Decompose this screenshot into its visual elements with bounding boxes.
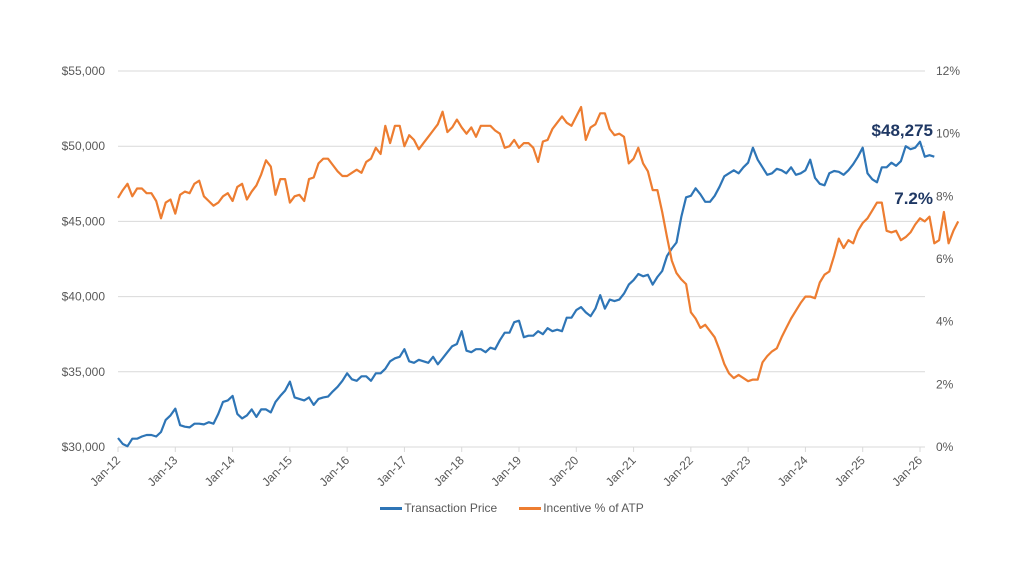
x-tick-label: Jan-13: [145, 453, 181, 489]
left-tick-label: $45,000: [62, 214, 106, 228]
left-tick-label: $35,000: [62, 365, 106, 379]
left-tick-label: $30,000: [62, 440, 106, 454]
right-tick-label: 6%: [936, 252, 954, 266]
legend-swatch-transaction-price: [380, 506, 403, 510]
x-tick-label: Jan-20: [546, 453, 582, 489]
x-tick-label: Jan-21: [603, 453, 639, 489]
x-tick-label: Jan-24: [775, 453, 811, 489]
right-tick-label: 8%: [936, 189, 954, 203]
x-tick-label: Jan-19: [488, 453, 524, 489]
gridlines: [118, 70, 925, 448]
right-tick-label: 10%: [936, 127, 960, 141]
x-tick-label: Jan-17: [374, 453, 410, 489]
x-tick-label: Jan-22: [660, 453, 696, 489]
legend-label-incentive: Incentive % of ATP: [543, 501, 644, 515]
x-tick-label: Jan-16: [316, 453, 352, 489]
left-tick-label: $40,000: [62, 290, 106, 304]
legend: Transaction Price Incentive % of ATP: [0, 501, 1024, 515]
left-tick-label: $55,000: [62, 64, 106, 78]
dual-axis-line-chart: $30,000 $35,000 $40,000 $45,000 $50,000 $55,0…: [62, 64, 961, 489]
transaction-price-line: [117, 140, 935, 448]
x-tick-label: Jan-26: [889, 453, 925, 489]
x-tick-label: Jan-18: [431, 453, 467, 489]
right-axis-ticks: 0% 2% 4% 6% 8% 10% 12%: [936, 64, 960, 454]
x-tick-label: Jan-12: [87, 453, 123, 489]
legend-item-transaction-price[interactable]: Transaction Price: [380, 501, 497, 515]
right-tick-label: 2%: [936, 377, 954, 391]
x-axis: Jan-12 Jan-13 Jan-14 Jan-15 Jan-16 Jan-17 Jan-…: [87, 447, 925, 489]
x-tick-label: Jan-14: [202, 453, 238, 489]
x-tick-label: Jan-23: [717, 453, 753, 489]
legend-label-transaction-price: Transaction Price: [404, 501, 498, 515]
incentive-callout-label: 7.2%: [894, 189, 933, 208]
legend-swatch-incentive: [519, 506, 542, 510]
legend-item-incentive[interactable]: Incentive % of ATP: [519, 501, 644, 515]
callouts: $48,275 7.2%: [872, 121, 933, 208]
left-tick-label: $50,000: [62, 139, 106, 153]
right-tick-label: 0%: [936, 440, 954, 454]
right-tick-label: 4%: [936, 315, 954, 329]
right-tick-label: 12%: [936, 64, 960, 78]
x-tick-label: Jan-15: [259, 453, 295, 489]
incentive-line: [117, 105, 960, 383]
left-axis-ticks: $30,000 $35,000 $40,000 $45,000 $50,000 $55,0…: [62, 64, 106, 454]
series-lines: [117, 105, 960, 448]
x-tick-label: Jan-25: [832, 453, 868, 489]
price-callout-label: $48,275: [872, 121, 933, 140]
